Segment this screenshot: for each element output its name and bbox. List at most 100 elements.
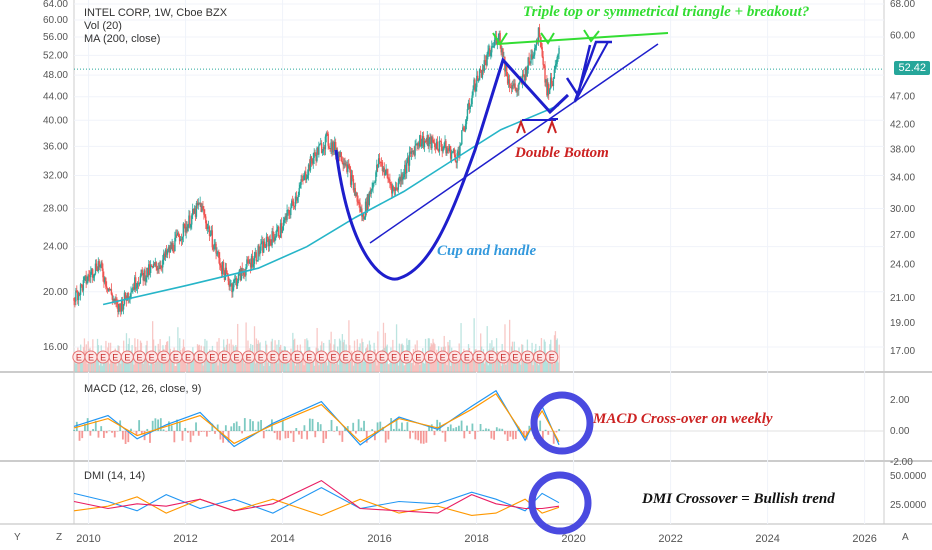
volume-bar	[161, 362, 163, 372]
volume-bar	[403, 365, 405, 372]
macd-histogram-bar	[495, 427, 498, 431]
volume-bar	[375, 360, 377, 372]
support-trendline	[369, 43, 659, 244]
candle-body	[168, 247, 171, 253]
volume-bar	[450, 365, 452, 372]
volume-bar	[394, 360, 396, 372]
candle-body	[516, 89, 518, 92]
candle-body	[155, 262, 157, 267]
candle-body	[462, 127, 464, 131]
candle-body	[455, 161, 457, 163]
candle-body	[363, 217, 366, 219]
candle-body	[333, 142, 335, 151]
candle-body	[477, 80, 480, 82]
candle-body	[285, 216, 287, 220]
candle-body	[135, 287, 138, 289]
candle-body	[134, 277, 136, 290]
volume-bar	[347, 358, 349, 372]
candle-body	[212, 247, 214, 250]
y-corner-button[interactable]: Y	[14, 532, 21, 543]
volume-label: Vol (20)	[84, 20, 122, 32]
right-axis-tick: 27.00	[890, 230, 915, 241]
volume-bar	[541, 354, 544, 372]
macd-histogram-bar	[373, 431, 376, 441]
candle-body	[340, 152, 342, 162]
macd-histogram-bar	[100, 426, 103, 431]
candle-body	[435, 141, 438, 149]
candle-body	[160, 265, 162, 268]
candle-body	[147, 267, 149, 276]
candle-body	[111, 294, 114, 300]
volume-bar	[357, 357, 359, 372]
candle-body	[377, 158, 380, 168]
macd-histogram-bar	[406, 422, 409, 431]
time-axis-tick: 2016	[367, 533, 391, 545]
volume-bar	[175, 365, 177, 372]
candle-body	[81, 284, 84, 291]
candle-body	[542, 56, 544, 65]
volume-bar	[150, 356, 152, 372]
earnings-marker-label: E	[209, 353, 215, 363]
earnings-marker-label: E	[524, 353, 530, 363]
volume-bar	[487, 365, 489, 372]
candle-body	[228, 281, 230, 287]
volume-bar	[481, 358, 484, 372]
candle-body	[511, 85, 514, 89]
macd-histogram-bar	[252, 421, 254, 431]
chart-legend: INTEL CORP, 1W, Cboe BZX Vol (20) MA (20…	[84, 7, 227, 46]
volume-bar	[202, 365, 204, 372]
left-axis-tick: 44.00	[43, 92, 68, 103]
candle-body	[430, 136, 432, 149]
candle-body	[118, 303, 120, 312]
candle-body	[358, 202, 360, 204]
candle-body	[420, 143, 423, 147]
candle-body	[149, 265, 152, 274]
right-axis-tick: 30.00	[890, 204, 915, 215]
volume-bar	[452, 355, 455, 372]
candle-body	[157, 268, 159, 271]
candle-body	[112, 299, 114, 301]
candle-body	[370, 189, 372, 195]
volume-bar	[115, 362, 117, 372]
macd-histogram-bar	[555, 431, 558, 433]
candle-body	[334, 142, 337, 155]
volume-bar	[137, 355, 140, 372]
earnings-marker-label: E	[452, 353, 458, 363]
candle-body	[526, 69, 528, 77]
candle-body	[114, 298, 116, 301]
candle-body	[241, 268, 243, 273]
candle-body	[166, 250, 169, 255]
volume-bar	[545, 353, 547, 372]
volume-bar	[519, 361, 521, 372]
volume-bar	[94, 353, 96, 372]
volume-bar	[252, 354, 255, 372]
candle-body	[482, 69, 485, 72]
macd-histogram-bar	[468, 431, 471, 434]
macd-histogram-bar	[552, 431, 555, 444]
macd-histogram-bar	[322, 431, 325, 444]
candle-body	[217, 251, 219, 254]
candle-body	[98, 261, 100, 268]
candle-body	[143, 270, 145, 281]
volume-bar	[194, 358, 196, 372]
candle-body	[214, 243, 216, 246]
candle-body	[236, 281, 239, 286]
candle-body	[468, 102, 471, 109]
candle-body	[203, 209, 205, 215]
candle-body	[234, 279, 236, 281]
volume-bar	[78, 359, 80, 372]
a-corner-button[interactable]: A	[902, 532, 909, 543]
volume-bar	[213, 359, 215, 372]
macd-histogram-bar	[189, 431, 192, 443]
z-corner-button[interactable]: Z	[56, 532, 63, 543]
dmi-highlight-circle	[528, 471, 592, 535]
candle-body	[306, 174, 309, 178]
candle-body	[322, 147, 325, 152]
volume-bar	[530, 353, 532, 372]
candle-body	[366, 194, 369, 211]
macd-histogram-bar	[81, 431, 84, 439]
volume-bar	[478, 358, 480, 372]
volume-bar	[324, 354, 327, 372]
volume-bar	[494, 353, 497, 372]
